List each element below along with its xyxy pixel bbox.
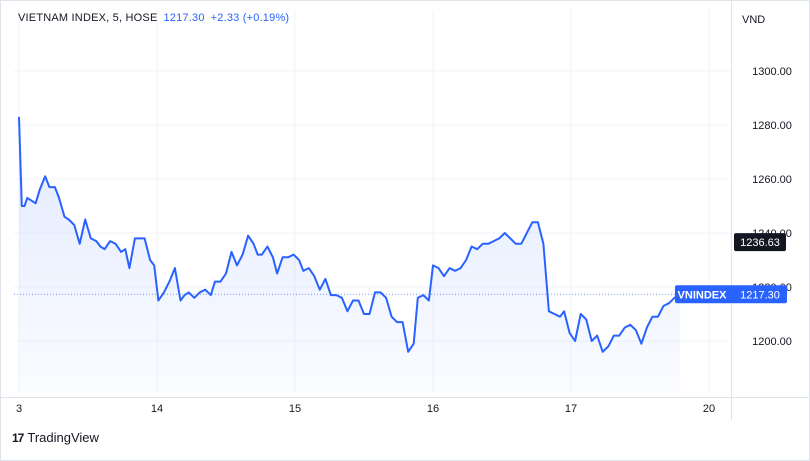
symbol-tag: VNINDEX xyxy=(678,289,728,301)
brand-name: TradingView xyxy=(27,430,99,445)
marker-price-label: 1236.63 xyxy=(740,237,780,249)
last-price-label-bg xyxy=(675,285,787,304)
y-tick-label: 1300.00 xyxy=(752,66,792,78)
x-tick-label: 20 xyxy=(703,403,715,415)
symbol-label: VIETNAM INDEX, 5, HOSE xyxy=(18,12,158,24)
series-area xyxy=(19,116,680,393)
y-tick-label: 1260.00 xyxy=(752,174,792,186)
x-tick-label: 15 xyxy=(289,403,301,415)
tradingview-logo-icon: 17 xyxy=(12,430,24,445)
x-tick-label: 14 xyxy=(151,403,163,415)
x-tick-label: 16 xyxy=(427,403,439,415)
last-price-axis-label: 1217.30 xyxy=(740,289,780,301)
price-change: +2.33 (+0.19%) xyxy=(210,12,290,24)
y-tick-label: 1280.00 xyxy=(752,120,792,132)
series-line xyxy=(18,116,681,353)
x-tick-label: 3 xyxy=(16,403,22,415)
y-tick-label: 1200.00 xyxy=(752,336,792,348)
marker-label-bg xyxy=(734,233,786,252)
x-tick-label: 17 xyxy=(565,403,577,415)
chart-header: VIETNAM INDEX, 5, HOSE 1217.30 +2.33 (+0.1… xyxy=(18,12,289,24)
tradingview-brand[interactable]: 17 TradingView xyxy=(12,430,99,445)
currency-unit: VND xyxy=(742,14,766,26)
last-price: 1217.30 xyxy=(163,12,205,24)
